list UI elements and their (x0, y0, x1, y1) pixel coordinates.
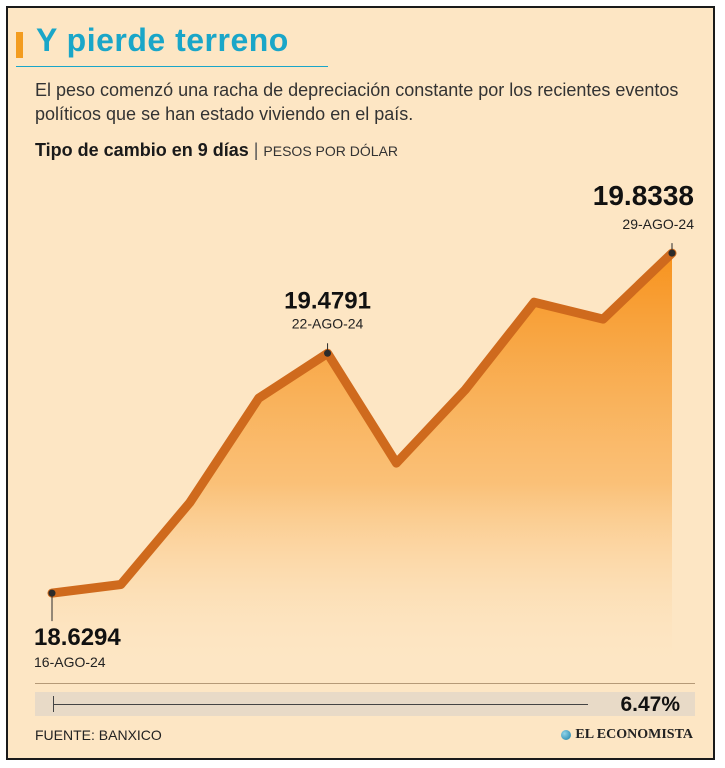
change-percent: 6.47% (620, 693, 680, 716)
brand-name: EL ECONOMISTA (575, 727, 693, 742)
source-label: FUENTE: BANXICO (35, 727, 162, 743)
annotation-value: 19.8338 (593, 180, 694, 211)
brand-logo: EL ECONOMISTA (561, 727, 693, 743)
annotation-date: 16-AGO-24 (34, 654, 106, 670)
annotation-value: 18.6294 (34, 624, 121, 651)
page-subtitle: El peso comenzó una racha de depreciació… (35, 80, 679, 124)
chart-header: Tipo de cambio en 9 días | PESOS POR DÓLAR (35, 140, 398, 161)
annotation-value: 19.4791 (284, 287, 371, 314)
annotation-marker (668, 249, 676, 257)
title-underline (16, 66, 328, 67)
chart-line (47, 248, 677, 598)
globe-icon (561, 730, 572, 740)
annotation-date: 22-AGO-24 (292, 315, 364, 331)
chart-title: Tipo de cambio en 9 días (35, 140, 249, 160)
footer-divider (35, 683, 695, 684)
title-accent-bar (16, 32, 23, 58)
change-bar-fill (53, 704, 588, 705)
chart-units: PESOS POR DÓLAR (263, 143, 399, 159)
page-title: Y pierde terreno (36, 22, 289, 58)
infographic-card: Y pierde terreno El peso comenzó una rac… (6, 6, 715, 760)
chart-area (52, 253, 672, 672)
annotation-date: 29-AGO-24 (622, 216, 694, 232)
chart-header-separator: | (253, 140, 259, 160)
